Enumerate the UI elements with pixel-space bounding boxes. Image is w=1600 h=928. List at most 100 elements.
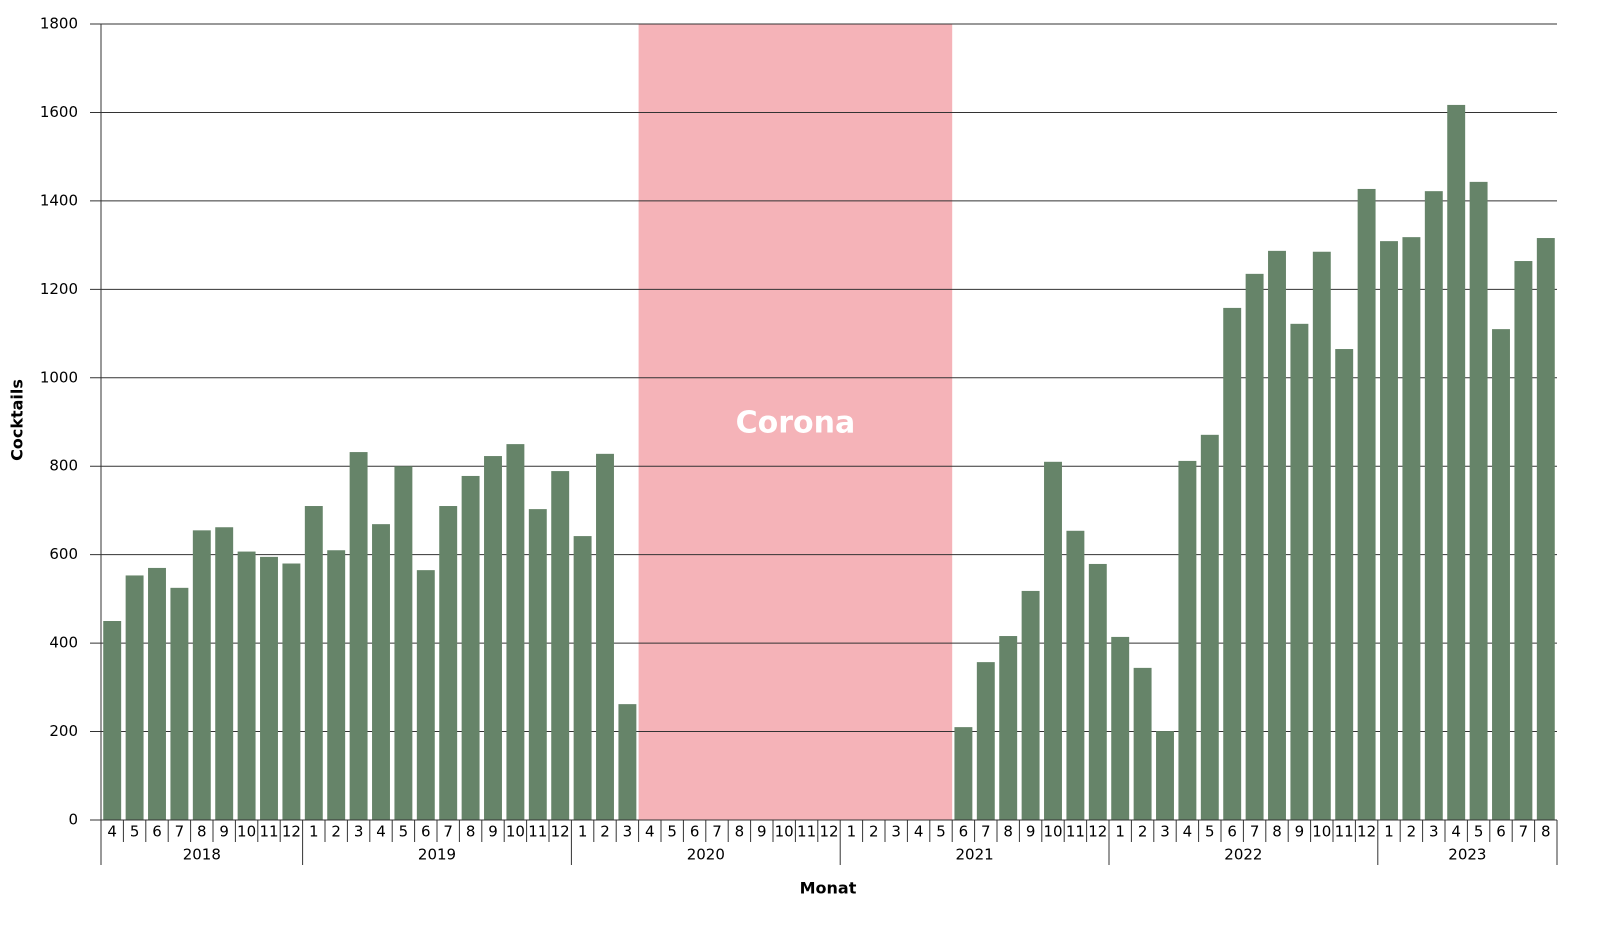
- bar: [976, 662, 995, 820]
- x-tick-label: 10: [1043, 823, 1062, 841]
- bar: [618, 704, 637, 820]
- x-tick-label: 9: [488, 823, 498, 841]
- x-tick-label: 10: [775, 823, 794, 841]
- x-tick-label: 6: [690, 823, 700, 841]
- bar: [484, 456, 502, 820]
- x-tick-label: 8: [1272, 823, 1282, 841]
- x-tick-label: 9: [1026, 823, 1036, 841]
- bar: [1223, 307, 1242, 820]
- x-tick-label: 6: [1496, 823, 1506, 841]
- x-tick-label: 6: [152, 823, 162, 841]
- x-tick-label: 12: [282, 823, 301, 841]
- bar: [1088, 563, 1107, 820]
- year-label: 2021: [956, 846, 994, 864]
- x-tick-label: 2: [331, 823, 341, 841]
- x-tick-label: 12: [1357, 823, 1376, 841]
- bar: [1447, 104, 1466, 821]
- x-tick-label: 1: [578, 823, 588, 841]
- x-tick-label: 5: [1474, 823, 1484, 841]
- bar: [1111, 636, 1130, 820]
- x-tick-label: 2: [1138, 823, 1148, 841]
- y-tick-label: 1400: [40, 191, 78, 209]
- x-tick-label: 5: [667, 823, 677, 841]
- x-tick-label: 5: [130, 823, 140, 841]
- bar: [215, 527, 234, 820]
- bar: [192, 530, 211, 820]
- bar: [1156, 731, 1174, 820]
- bar: [999, 636, 1018, 820]
- x-tick-label: 4: [107, 823, 117, 841]
- bar: [439, 506, 458, 820]
- y-tick-label: 0: [68, 811, 78, 829]
- x-tick-label: 7: [175, 823, 185, 841]
- x-tick-label: 11: [1335, 823, 1354, 841]
- year-label: 2018: [183, 846, 221, 864]
- bar: [327, 550, 346, 820]
- x-tick-label: 7: [1250, 823, 1260, 841]
- x-tick-label: 6: [421, 823, 431, 841]
- x-tick-label: 8: [197, 823, 207, 841]
- bar: [1133, 667, 1152, 820]
- x-tick-label: 8: [1541, 823, 1551, 841]
- x-tick-label: 3: [354, 823, 364, 841]
- bar: [1424, 191, 1443, 820]
- x-tick-label: 5: [936, 823, 946, 841]
- bar: [1021, 590, 1040, 820]
- y-axis-title: Cocktails: [8, 379, 27, 461]
- year-label: 2023: [1448, 846, 1486, 864]
- bar: [1335, 349, 1354, 820]
- bar: [282, 563, 301, 820]
- x-tick-label: 6: [959, 823, 969, 841]
- bar: [1514, 261, 1533, 820]
- x-tick-label: 6: [1227, 823, 1237, 841]
- gap-label: Corona: [736, 406, 856, 441]
- bar: [528, 509, 547, 820]
- x-tick-label: 3: [1429, 823, 1439, 841]
- bar: [573, 536, 592, 820]
- x-tick-label: 11: [797, 823, 816, 841]
- x-tick-label: 9: [1295, 823, 1305, 841]
- x-tick-label: 12: [551, 823, 570, 841]
- x-tick-label: 3: [623, 823, 633, 841]
- bar: [954, 727, 973, 820]
- bar: [1044, 461, 1062, 820]
- x-tick-label: 9: [219, 823, 229, 841]
- year-label: 2020: [687, 846, 725, 864]
- x-tick-label: 2: [600, 823, 610, 841]
- bar: [551, 471, 570, 820]
- x-tick-label: 10: [237, 823, 256, 841]
- x-tick-label: 7: [712, 823, 722, 841]
- x-tick-label: 8: [735, 823, 745, 841]
- x-axis-title: Monat: [800, 879, 857, 898]
- x-tick-label: 12: [819, 823, 838, 841]
- x-tick-label: 9: [757, 823, 767, 841]
- bar: [1380, 241, 1398, 820]
- x-tick-label: 11: [528, 823, 547, 841]
- y-tick-label: 1200: [40, 280, 78, 298]
- bar: [1536, 238, 1555, 821]
- bar: [148, 567, 166, 820]
- bar: [1312, 251, 1331, 820]
- x-tick-label: 5: [1205, 823, 1215, 841]
- gap-shade: [638, 24, 953, 820]
- x-tick-label: 1: [847, 823, 857, 841]
- year-label: 2019: [418, 846, 456, 864]
- x-tick-label: 2: [1407, 823, 1417, 841]
- x-tick-label: 2: [869, 823, 879, 841]
- bar: [1357, 188, 1376, 821]
- y-tick-label: 800: [49, 457, 78, 475]
- y-tick-label: 200: [49, 722, 78, 740]
- bar: [1245, 273, 1264, 820]
- x-tick-label: 4: [914, 823, 924, 841]
- x-tick-label: 1: [1384, 823, 1394, 841]
- x-tick-label: 7: [1519, 823, 1529, 841]
- bar: [304, 506, 323, 820]
- bar: [1469, 181, 1488, 820]
- y-tick-label: 1000: [40, 368, 78, 386]
- x-tick-label: 10: [1312, 823, 1331, 841]
- x-tick-label: 11: [1066, 823, 1085, 841]
- bar: [416, 570, 435, 820]
- bar: [506, 444, 525, 820]
- bar: [1200, 434, 1219, 820]
- bar: [1492, 329, 1510, 820]
